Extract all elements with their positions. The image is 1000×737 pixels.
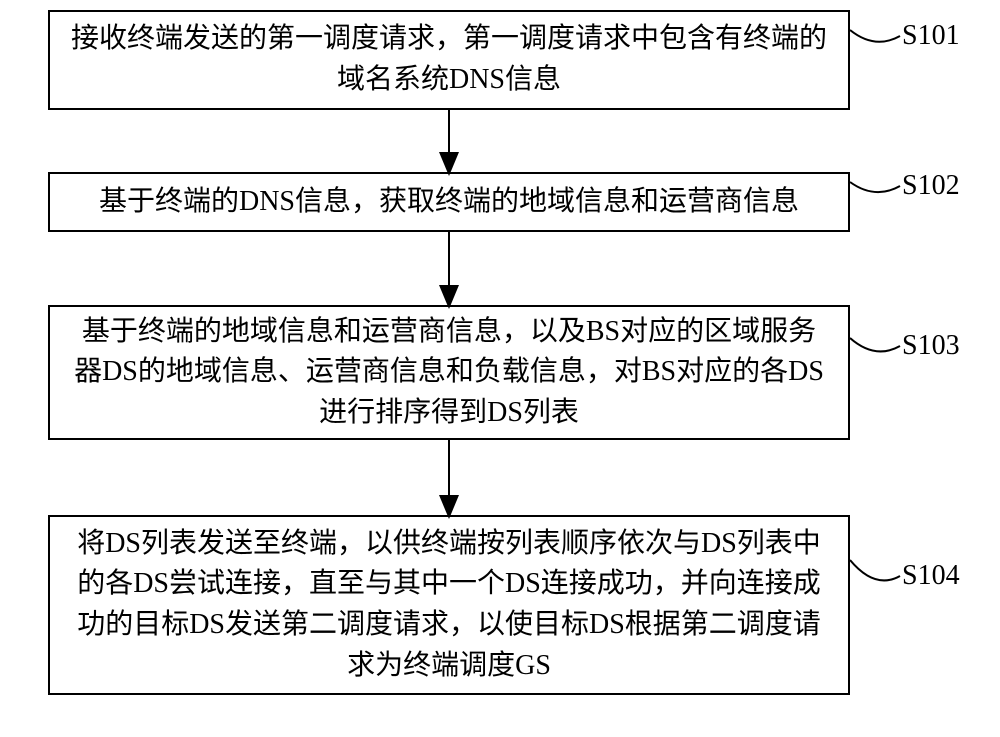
flow-node-s103: 基于终端的地域信息和运营商信息，以及BS对应的区域服务器DS的地域信息、运营商信… bbox=[48, 305, 850, 440]
flow-node-text: 接收终端发送的第一调度请求，第一调度请求中包含有终端的域名系统DNS信息 bbox=[68, 19, 830, 100]
flow-node-text: 基于终端的地域信息和运营商信息，以及BS对应的区域服务器DS的地域信息、运营商信… bbox=[68, 312, 830, 434]
flow-node-text: 基于终端的DNS信息，获取终端的地域信息和运营商信息 bbox=[99, 182, 799, 223]
flow-node-text: 将DS列表发送至终端，以供终端按列表顺序依次与DS列表中的各DS尝试连接，直至与… bbox=[68, 524, 830, 686]
label-connector-2 bbox=[850, 182, 900, 192]
label-connector-3 bbox=[850, 338, 900, 351]
flow-node-label-s102: S102 bbox=[902, 170, 960, 202]
flow-node-label-s101: S101 bbox=[902, 20, 960, 52]
label-connector-4 bbox=[850, 560, 900, 580]
flow-node-label-s103: S103 bbox=[902, 330, 960, 362]
flow-node-s102: 基于终端的DNS信息，获取终端的地域信息和运营商信息 bbox=[48, 172, 850, 232]
flow-node-label-s104: S104 bbox=[902, 560, 960, 592]
flow-node-s104: 将DS列表发送至终端，以供终端按列表顺序依次与DS列表中的各DS尝试连接，直至与… bbox=[48, 515, 850, 695]
flow-node-s101: 接收终端发送的第一调度请求，第一调度请求中包含有终端的域名系统DNS信息 bbox=[48, 10, 850, 110]
label-connector-1 bbox=[850, 30, 900, 42]
